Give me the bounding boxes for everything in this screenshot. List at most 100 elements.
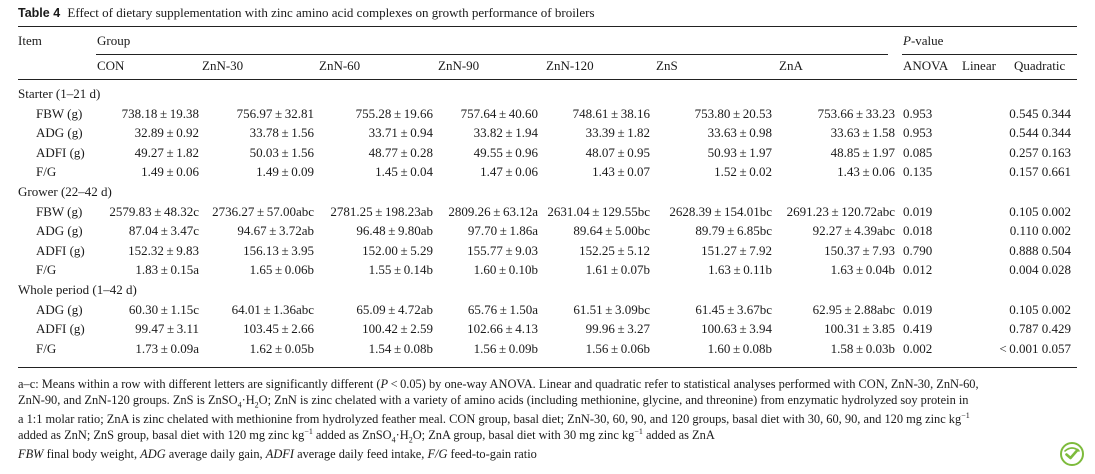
table-cell: 2579.83 ± 48.32c xyxy=(109,203,199,219)
table-cell: 99.47 ± 3.11 xyxy=(135,321,199,337)
table-cell: 65.76 ± 1.50a xyxy=(467,301,538,317)
table-cell: 1.52 ± 0.02 xyxy=(714,164,772,180)
table-cell: 62.95 ± 2.88abc xyxy=(812,301,895,317)
table-cell: 33.82 ± 1.94 xyxy=(473,125,538,141)
table-cell: 100.31 ± 3.85 xyxy=(824,321,895,337)
table-cell: 152.00 ± 5.29 xyxy=(362,242,433,258)
abbr-term: ADG xyxy=(140,447,166,461)
table-cell: 150.37 ± 7.93 xyxy=(824,242,895,258)
footnote-line-3: a 1:1 molar ratio; ZnA is zinc chelated … xyxy=(18,411,970,427)
table-cell: 1.54 ± 0.08b xyxy=(368,340,433,356)
table-cell: 1.63 ± 0.04b xyxy=(830,262,895,278)
abbr-desc: feed-to-gain ratio xyxy=(447,447,537,461)
table-cell: 60.30 ± 1.15c xyxy=(128,301,199,317)
table-cell: 89.64 ± 5.00bc xyxy=(573,223,650,239)
row-item-label: ADFI (g) xyxy=(36,144,85,160)
table-cell: 103.45 ± 2.66 xyxy=(243,321,314,337)
section-title: Starter (1–21 d) xyxy=(18,86,101,101)
linear-quadratic-cell: 0.105 0.002 xyxy=(1009,203,1071,219)
table-cell: 1.43 ± 0.06 xyxy=(837,164,895,180)
table-cell: 756.97 ± 32.81 xyxy=(236,105,314,121)
table-cell: 100.42 ± 2.59 xyxy=(362,321,433,337)
linear-quadratic-cell: 0.545 0.344 xyxy=(1009,105,1071,121)
anova-cell: 0.085 xyxy=(903,144,933,160)
table-cell: 738.18 ± 19.38 xyxy=(121,105,199,121)
table-cell: 1.73 ± 0.09a xyxy=(135,340,199,356)
table-cell: 1.43 ± 0.07 xyxy=(592,164,650,180)
table-label: Table 4 xyxy=(18,6,61,20)
footnote-line-1: a–c: Means within a row with different l… xyxy=(18,377,979,391)
check-badge-icon[interactable] xyxy=(1060,442,1084,466)
table-cell: 1.60 ± 0.08b xyxy=(707,340,772,356)
row-item-label: ADG (g) xyxy=(36,223,83,239)
table-cell: 753.80 ± 20.53 xyxy=(694,105,772,121)
table-cell: 2691.23 ± 120.72abc xyxy=(786,203,895,219)
table-cell: 1.62 ± 0.05b xyxy=(249,340,314,356)
table-cell: 32.89 ± 0.92 xyxy=(134,125,199,141)
table-cell: 50.03 ± 1.56 xyxy=(249,144,314,160)
abbr-term: ADFI xyxy=(265,447,294,461)
table-cell: 89.79 ± 6.85bc xyxy=(695,223,772,239)
table-cell: 1.49 ± 0.09 xyxy=(256,164,314,180)
table-cell: 97.70 ± 1.86a xyxy=(467,223,538,239)
section-title: Whole period (1–42 d) xyxy=(18,282,137,297)
pvalue-header-linear: Linear xyxy=(962,58,996,73)
table-cell: 1.58 ± 0.03b xyxy=(830,340,895,356)
abbr-desc: average daily gain, xyxy=(165,447,266,461)
table-cell: 753.66 ± 33.23 xyxy=(817,105,895,121)
header-item: Item xyxy=(18,33,42,48)
table-cell: 1.63 ± 0.11b xyxy=(708,262,772,278)
anova-cell: 0.019 xyxy=(903,203,933,219)
badge-check-mark xyxy=(1065,448,1079,460)
linear-quadratic-cell: 0.105 0.002 xyxy=(1009,301,1071,317)
table-cell: 48.07 ± 0.95 xyxy=(585,144,650,160)
anova-cell: 0.419 xyxy=(903,321,933,337)
linear-quadratic-cell: 0.888 0.504 xyxy=(1009,242,1071,258)
pvalue-rule xyxy=(902,54,1077,55)
table-cell: 755.28 ± 19.66 xyxy=(355,105,433,121)
table-cell: 33.63 ± 0.98 xyxy=(707,125,772,141)
table-cell: 156.13 ± 3.95 xyxy=(243,242,314,258)
table-cell: 33.71 ± 0.94 xyxy=(368,125,433,141)
table-cell: 748.61 ± 38.16 xyxy=(572,105,650,121)
linear-quadratic-cell: 0.544 0.344 xyxy=(1009,125,1071,141)
table-cell: 65.09 ± 4.72ab xyxy=(356,301,433,317)
table-cell: 61.51 ± 3.09bc xyxy=(573,301,650,317)
anova-cell: 0.019 xyxy=(903,301,933,317)
abbr-term: F/G xyxy=(427,447,448,461)
badge-ring xyxy=(1060,442,1084,466)
abbr-desc: average daily feed intake, xyxy=(293,447,428,461)
table-cell: 1.47 ± 0.06 xyxy=(480,164,538,180)
header-pvalue: P-value xyxy=(903,33,944,48)
row-item-label: FBW (g) xyxy=(36,203,83,219)
group-rule xyxy=(96,54,888,55)
table-cell: 33.63 ± 1.58 xyxy=(830,125,895,141)
abbreviation-line: FBW final body weight, ADG average daily… xyxy=(18,446,537,462)
abbr-term: FBW xyxy=(18,447,44,461)
linear-quadratic-cell: 0.157 0.661 xyxy=(1009,164,1071,180)
table-cell: 64.01 ± 1.36abc xyxy=(231,301,314,317)
group-header-zna: ZnA xyxy=(779,58,803,73)
row-item-label: ADG (g) xyxy=(36,301,83,317)
table-cell: 1.83 ± 0.15a xyxy=(135,262,199,278)
row-item-label: ADFI (g) xyxy=(36,321,85,337)
row-item-label: FBW (g) xyxy=(36,105,83,121)
header-group: Group xyxy=(97,33,131,48)
bottom-rule xyxy=(18,367,1077,368)
table-caption: Table 4 Effect of dietary supplementatio… xyxy=(18,5,595,21)
table-cell: 61.45 ± 3.67bc xyxy=(695,301,772,317)
table-cell: 49.55 ± 0.96 xyxy=(473,144,538,160)
table-cell: 2631.04 ± 129.55bc xyxy=(547,203,650,219)
table-cell: 96.48 ± 9.80ab xyxy=(356,223,433,239)
row-item-label: F/G xyxy=(36,340,57,356)
anova-cell: 0.135 xyxy=(903,164,933,180)
table-cell: 1.45 ± 0.04 xyxy=(375,164,433,180)
table-cell: 757.64 ± 40.60 xyxy=(460,105,538,121)
row-item-label: ADFI (g) xyxy=(36,242,85,258)
table-cell: 33.39 ± 1.82 xyxy=(585,125,650,141)
anova-cell: 0.018 xyxy=(903,223,933,239)
table-cell: 155.77 ± 9.03 xyxy=(467,242,538,258)
row-item-label: F/G xyxy=(36,164,57,180)
table-cell: 152.25 ± 5.12 xyxy=(579,242,650,258)
table-cell: 50.93 ± 1.97 xyxy=(707,144,772,160)
